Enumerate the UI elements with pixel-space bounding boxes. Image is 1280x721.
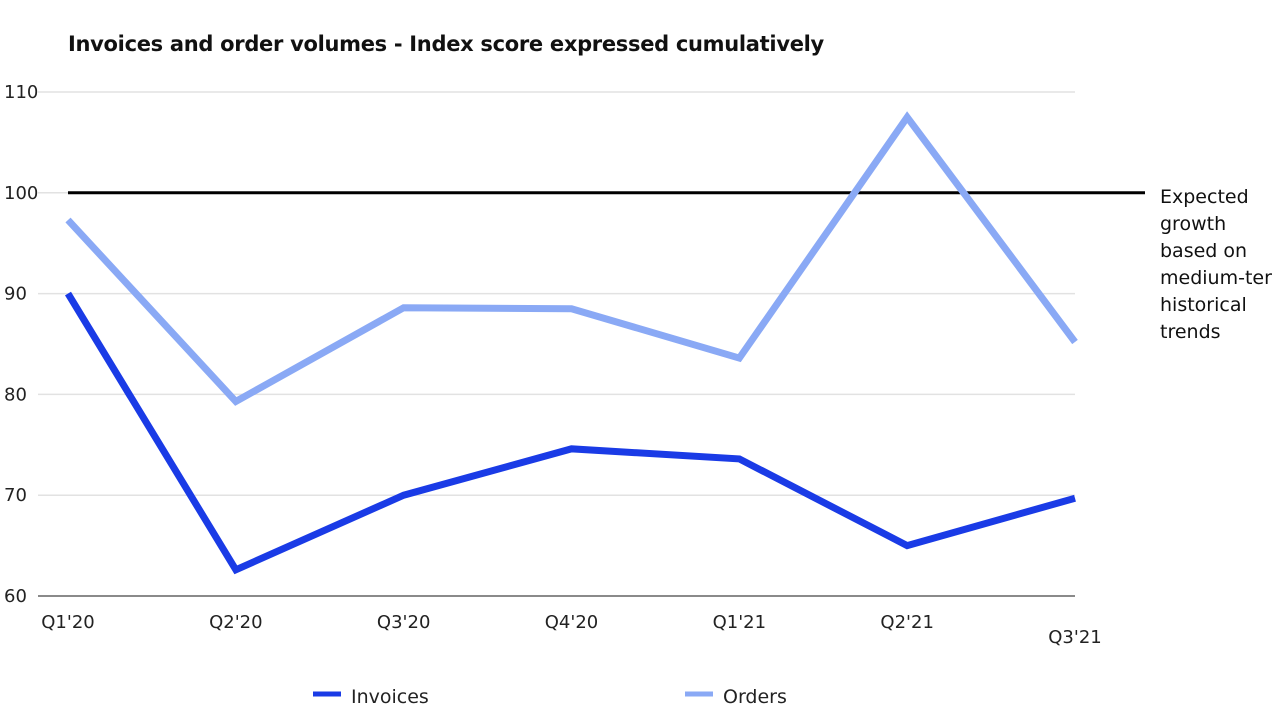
reference-line-annotation: based on <box>1160 240 1247 262</box>
legend: Invoices Orders <box>313 686 787 708</box>
reference-line-group: Expected growth based on medium-ter historic… <box>68 186 1272 343</box>
x-tick-label: Q2'21 <box>880 612 933 633</box>
x-tick-label: Q3'21 <box>1048 627 1101 648</box>
reference-line-annotation: historical <box>1160 294 1247 316</box>
reference-line-annotation: Expected <box>1160 186 1249 208</box>
legend-label-invoices: Invoices <box>351 686 429 708</box>
legend-label-orders: Orders <box>723 686 787 708</box>
y-tick-label: 80 <box>4 384 27 405</box>
grid-lines <box>38 91 1075 597</box>
x-axis-tick-labels: Q1'20 Q2'20 Q3'20 Q4'20 Q1'21 Q2'21 Q3'21 <box>41 612 1101 648</box>
y-axis-tick-labels: 60 70 80 90 100 110 <box>4 82 38 607</box>
x-tick-label: Q4'20 <box>545 612 598 633</box>
x-tick-label: Q2'20 <box>209 612 262 633</box>
x-tick-label: Q1'20 <box>41 612 94 633</box>
y-tick-label: 110 <box>4 82 38 103</box>
y-tick-label: 100 <box>4 183 38 204</box>
reference-line-annotation: trends <box>1160 321 1221 343</box>
reference-line-annotation: growth <box>1160 213 1226 235</box>
x-tick-label: Q3'20 <box>377 612 430 633</box>
y-tick-label: 60 <box>4 586 27 607</box>
y-tick-label: 90 <box>4 284 27 305</box>
series-line-orders <box>65 111 1078 406</box>
reference-line-annotation: medium-ter <box>1160 267 1272 289</box>
series-lines <box>65 111 1078 575</box>
y-tick-label: 70 <box>4 485 27 506</box>
x-tick-label: Q1'21 <box>713 612 766 633</box>
chart-title: Invoices and order volumes - Index score… <box>68 32 824 56</box>
series-line-invoices <box>65 291 1076 575</box>
